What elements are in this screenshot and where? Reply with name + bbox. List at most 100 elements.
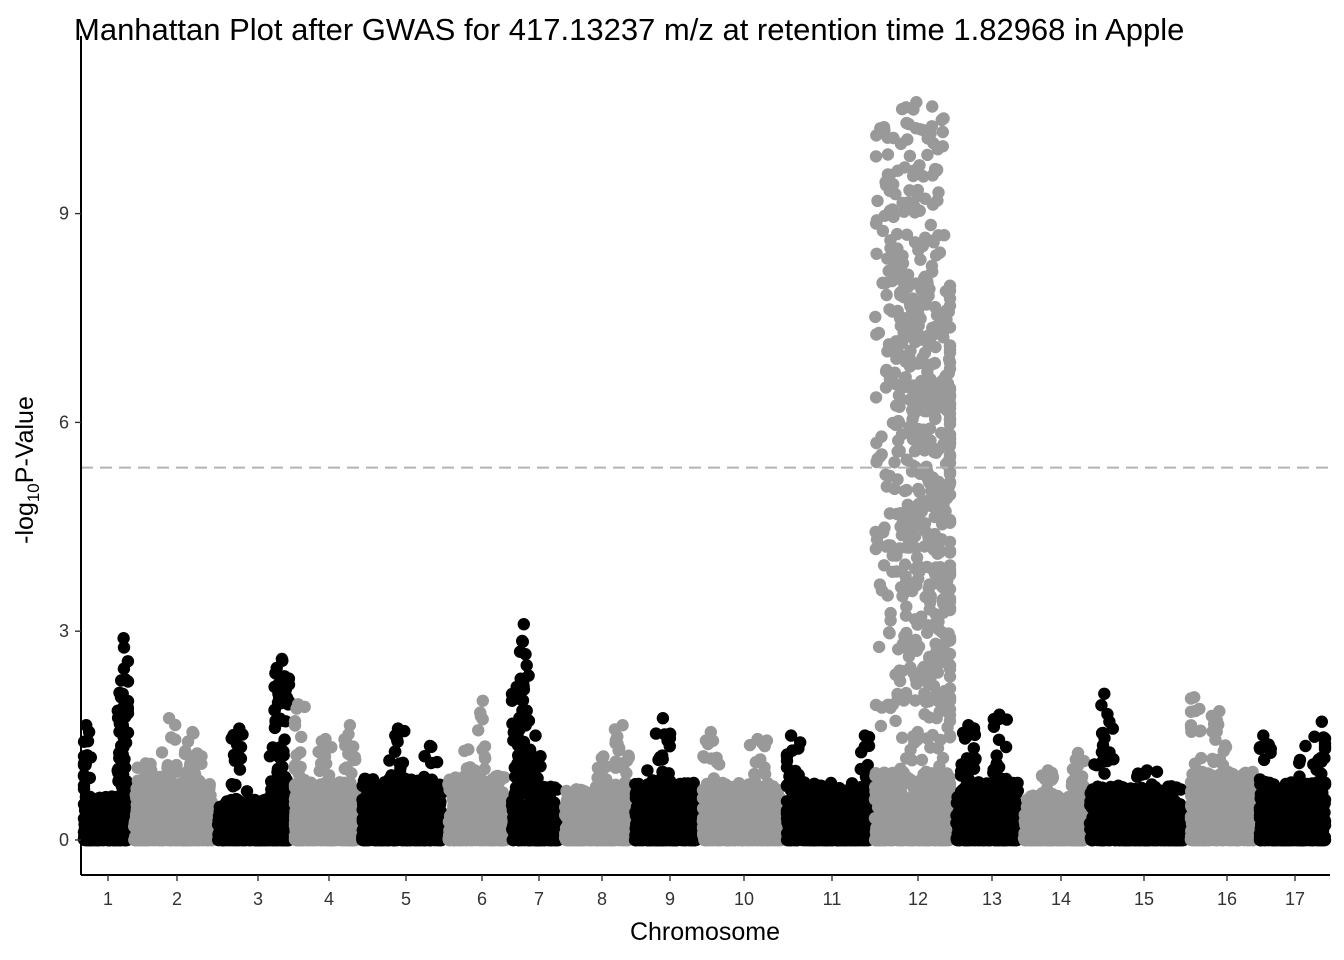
- snp-point-chr-2: [167, 807, 181, 820]
- snp-point-chr-1: [81, 735, 95, 748]
- snp-point-chr-8: [566, 811, 579, 824]
- snp-point-chr-5: [400, 805, 413, 818]
- snp-point-chr-1: [82, 725, 96, 739]
- snp-point-chr-8: [617, 820, 630, 834]
- snp-point-chr-5: [383, 828, 397, 841]
- snp-point-chr-1: [117, 741, 130, 754]
- snp-point-chr-2: [131, 833, 144, 847]
- snp-point-chr-6: [468, 773, 481, 787]
- snp-point-chr-3: [250, 833, 263, 847]
- snp-point-chr-7: [507, 825, 520, 838]
- snp-point-chr-5: [393, 757, 406, 770]
- snp-point-chr-4: [295, 730, 308, 744]
- snp-point-chr-4: [298, 700, 311, 714]
- snp-point-chr-2: [169, 829, 183, 843]
- snp-point-chr-3: [231, 816, 245, 829]
- snp-point-chr-2: [191, 747, 204, 760]
- snp-point-chr-8: [609, 734, 622, 747]
- snp-point-chr-2: [140, 833, 154, 847]
- snp-point-chr-3: [236, 728, 249, 741]
- snp-point-chr-4: [325, 741, 338, 754]
- snp-point-chr-4: [339, 739, 352, 752]
- snp-point-chr-6: [443, 833, 457, 847]
- snp-point-chr-7: [517, 618, 530, 631]
- snp-point-chr-4: [292, 806, 305, 819]
- snp-point-chr-1: [77, 769, 91, 783]
- snp-point-chr-5: [385, 806, 398, 820]
- snp-point-chr-5: [398, 724, 411, 738]
- snp-point-chr-6: [494, 773, 508, 786]
- snp-point-chr-7: [513, 738, 526, 751]
- snp-point-chr-6: [472, 724, 485, 737]
- snp-point-chr-3: [240, 785, 254, 798]
- snp-point-chr-2: [184, 770, 197, 784]
- snp-point-chr-8: [565, 798, 578, 811]
- snp-point-chr-2: [147, 825, 161, 838]
- snp-point-chr-1: [116, 817, 129, 830]
- snp-point-chr-3: [274, 741, 287, 754]
- snp-point-chr-3: [276, 654, 289, 667]
- snp-point-chr-3: [226, 780, 240, 793]
- snp-point-chr-7: [544, 833, 558, 846]
- snp-point-chr-7: [526, 830, 539, 843]
- snp-point-chr-4: [347, 753, 360, 767]
- snp-point-chr-2: [141, 792, 154, 805]
- snp-point-chr-3: [233, 763, 247, 776]
- snp-point-chr-5: [388, 781, 401, 795]
- snp-point-chr-5: [432, 803, 445, 817]
- snp-point-chr-2: [188, 824, 201, 837]
- snp-point-chr-7: [516, 634, 529, 648]
- snp-point-chr-2: [134, 801, 147, 814]
- snp-point-chr-4: [289, 789, 302, 803]
- snp-point-chr-4: [317, 803, 330, 817]
- snp-point-chr-3: [227, 803, 240, 816]
- snp-point-chr-5: [364, 833, 378, 847]
- data-points: [77, 96, 1332, 847]
- snp-point-chr-8: [574, 833, 587, 847]
- snp-point-chr-5: [431, 784, 444, 797]
- snp-point-chr-3: [253, 805, 266, 818]
- snp-point-chr-5: [364, 817, 378, 831]
- snp-point-chr-5: [430, 831, 443, 845]
- snp-point-chr-9: [663, 774, 677, 788]
- snp-point-chr-3: [269, 667, 282, 680]
- snp-point-chr-7: [534, 784, 547, 797]
- snp-point-chr-1: [81, 749, 94, 762]
- snp-point-chr-9: [635, 786, 648, 800]
- snp-point-chr-4: [312, 745, 325, 759]
- chart-title: Manhattan Plot after GWAS for 417.13237 …: [74, 12, 1184, 47]
- snp-point-chr-6: [460, 826, 474, 839]
- snp-point-chr-1: [84, 809, 97, 823]
- snp-point-chr-7: [511, 784, 525, 797]
- snp-point-chr-3: [225, 732, 238, 745]
- snp-point-chr-6: [460, 762, 474, 775]
- snp-point-chr-9: [647, 833, 660, 846]
- snp-point-chr-1: [117, 641, 131, 654]
- snp-point-chr-3: [230, 748, 243, 761]
- snp-point-chr-9: [648, 777, 661, 791]
- snp-point-chr-7: [508, 692, 521, 706]
- snp-point-chr-8: [599, 786, 612, 799]
- snp-point-chr-7: [526, 764, 539, 778]
- snp-point-chr-9: [658, 728, 671, 741]
- snp-point-chr-1: [119, 710, 132, 723]
- snp-point-chr-3: [282, 672, 296, 685]
- snp-point-chr-2: [181, 735, 195, 748]
- snp-point-chr-4: [316, 792, 329, 806]
- snp-point-chr-1: [96, 799, 110, 813]
- snp-point-chr-5: [417, 770, 431, 784]
- snp-point-chr-1: [111, 801, 125, 814]
- snp-point-chr-4: [316, 829, 329, 842]
- snp-point-chr-2: [158, 816, 171, 829]
- snp-point-chr-2: [151, 799, 164, 813]
- snp-point-chr-2: [148, 779, 161, 792]
- snp-point-chr-1: [112, 766, 125, 780]
- snp-point-chr-5: [357, 778, 371, 791]
- snp-point-chr-2: [169, 733, 182, 746]
- snp-point-chr-7: [531, 811, 544, 825]
- snp-point-chr-3: [270, 808, 283, 821]
- snp-point-chr-8: [604, 818, 617, 831]
- snp-point-chr-4: [288, 833, 302, 846]
- snp-point-chr-6: [467, 785, 480, 799]
